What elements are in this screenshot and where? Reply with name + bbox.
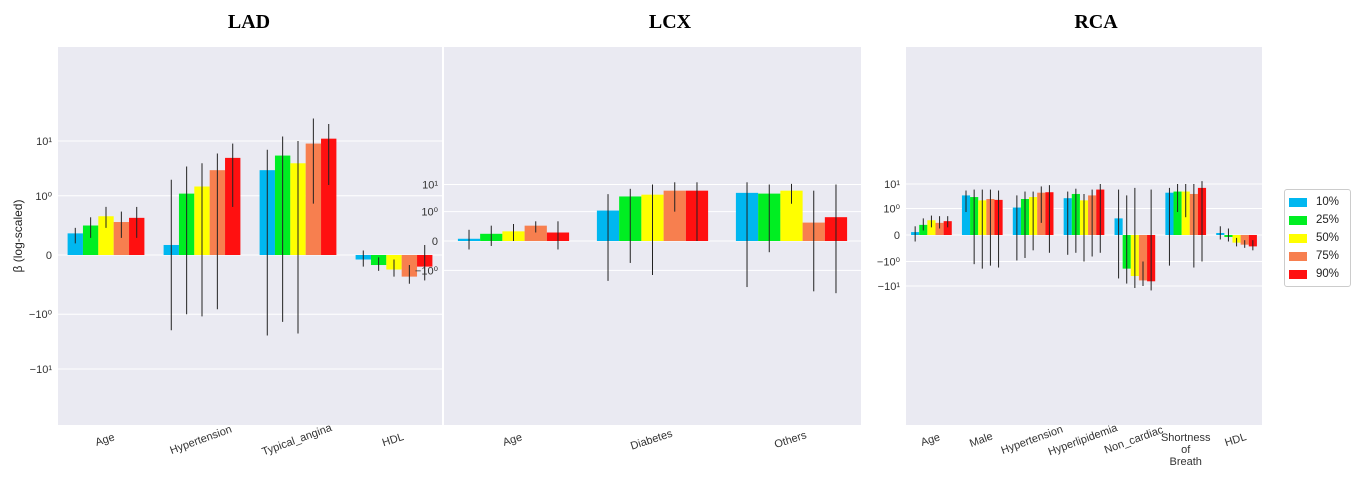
lad-title: LAD xyxy=(228,11,270,33)
legend-swatch-75 xyxy=(1289,251,1307,261)
legend-item-10: 10% xyxy=(1289,193,1346,211)
lcx-xtick-diabetes: Diabetes xyxy=(629,428,674,453)
rca-ytick-label: −10¹ xyxy=(878,281,901,293)
legend-label-25: 25% xyxy=(1316,214,1340,226)
lad-bar-typical-angina-90 xyxy=(321,138,337,255)
legend-label-10: 10% xyxy=(1316,196,1340,208)
rca-xtick-shortness-of-breath: Shortness of Breath xyxy=(1161,432,1211,468)
legend-item-50: 50% xyxy=(1289,229,1346,247)
rca-ytick-label: 10¹ xyxy=(884,179,900,191)
lcx-xtick-age: Age xyxy=(501,431,523,448)
legend-label-90: 90% xyxy=(1316,268,1340,280)
lcx-ytick-label: 0 xyxy=(432,236,438,248)
legend-item-75: 75% xyxy=(1289,247,1346,265)
rca-bar-shortness-of-breath-25 xyxy=(1173,191,1182,235)
rca-title: RCA xyxy=(1074,11,1118,33)
lcx-ytick-label: 10¹ xyxy=(422,180,438,192)
rca-bar-non-cardiac-75 xyxy=(1138,235,1148,281)
legend-swatch-90 xyxy=(1289,269,1307,279)
lcx-ytick-label: −10⁰ xyxy=(415,265,439,277)
lad-ytick-label: −10¹ xyxy=(30,364,53,376)
y-axis-label: β (log-scaled) xyxy=(11,200,25,273)
lad-ytick-label: 10¹ xyxy=(36,136,52,148)
lcx-title: LCX xyxy=(649,11,692,33)
legend-label-75: 75% xyxy=(1316,250,1340,262)
lad-ytick-label: 0 xyxy=(46,250,52,262)
lad-xtick-typical-angina: Typical_angina xyxy=(260,422,334,459)
lad-xtick-hypertension: Hypertension xyxy=(168,423,233,456)
lad-bar-age-50 xyxy=(98,216,114,255)
rca-ytick-label: 10⁰ xyxy=(883,204,900,216)
lcx-ytick-label: 10⁰ xyxy=(421,207,438,219)
lad-xtick-age: Age xyxy=(94,431,116,448)
rca-ytick-label: −10⁰ xyxy=(877,256,901,268)
rca-bar-age-90 xyxy=(943,221,952,235)
chart-legend: 10% 25% 50% 75% 90% xyxy=(1284,189,1351,287)
lcx-xtick-others: Others xyxy=(773,429,809,451)
rca-bar-age-50 xyxy=(927,220,936,235)
rca-bar-male-10 xyxy=(961,195,971,235)
lad-xtick-hdl: HDL xyxy=(381,431,406,449)
rca-bar-hdl-75 xyxy=(1240,235,1249,245)
rca-bar-age-75 xyxy=(935,222,944,235)
lad-ytick-label: −10⁰ xyxy=(29,309,53,321)
rca-xtick-male: Male xyxy=(968,430,995,449)
legend-swatch-25 xyxy=(1289,215,1307,225)
legend-label-50: 50% xyxy=(1316,232,1340,244)
rca-xtick-hdl: HDL xyxy=(1223,431,1248,449)
legend-item-25: 25% xyxy=(1289,211,1346,229)
lad-bar-age-25 xyxy=(82,225,99,255)
legend-swatch-50 xyxy=(1289,233,1307,243)
rca-xtick-age: Age xyxy=(919,431,941,448)
legend-swatch-10 xyxy=(1289,197,1307,207)
lad-ytick-label: 10⁰ xyxy=(35,191,52,203)
lcx-bar-age-75 xyxy=(524,225,547,241)
lcx-bar-others-50 xyxy=(780,190,803,241)
rca-ytick-label: 0 xyxy=(894,230,900,242)
lad-bar-age-10 xyxy=(67,233,83,255)
lad-bar-age-75 xyxy=(113,222,130,255)
lcx-bar-diabetes-75 xyxy=(663,190,686,241)
legend-item-90: 90% xyxy=(1289,265,1346,283)
